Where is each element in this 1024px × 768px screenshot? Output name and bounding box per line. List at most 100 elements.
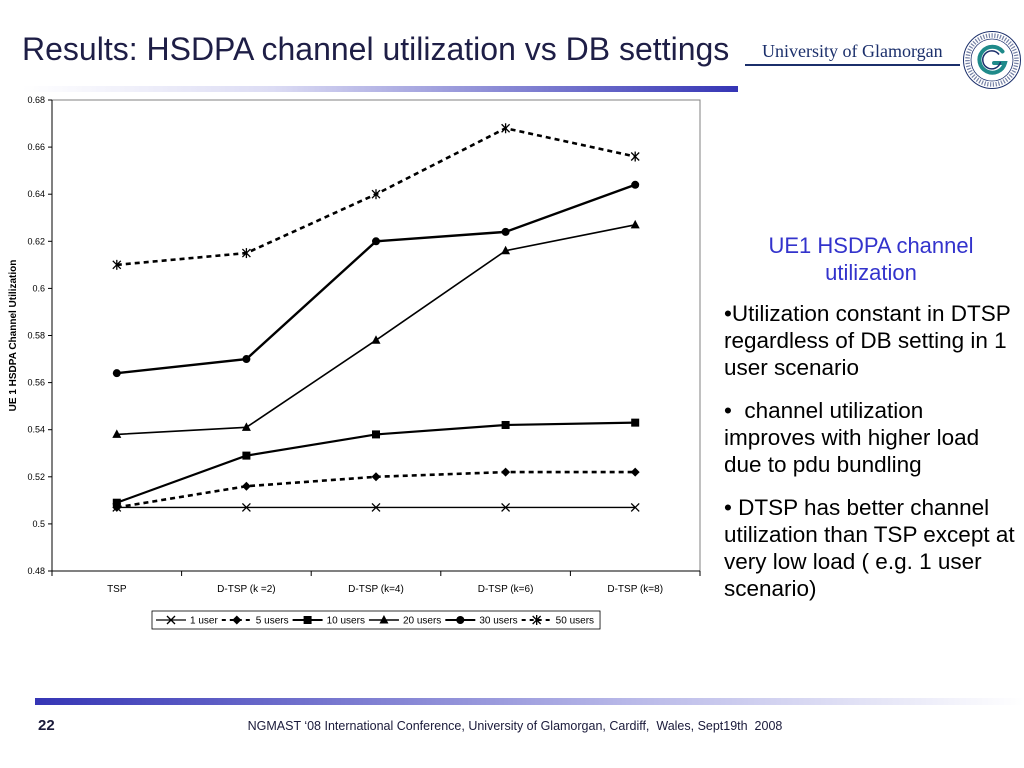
data-point-20-users-4 <box>501 245 511 255</box>
emblem-outer-ring <box>963 31 1021 89</box>
notes-panel: UE1 HSDPA channel utilization •Utilizati… <box>724 232 1018 602</box>
legend-label-10-users: 10 users <box>327 616 365 627</box>
title-underline <box>22 86 738 92</box>
data-point-10-users-4 <box>501 420 510 429</box>
y-tick-label: 0.52 <box>27 472 45 482</box>
legend-marker-30-users-shape <box>456 616 465 624</box>
legend-marker-5-users <box>232 615 242 625</box>
data-point-10-users-1-shape <box>112 498 121 507</box>
legend-marker-5-users-shape <box>232 615 242 625</box>
y-axis-title: UE 1 HSDPA Channel Utilization <box>8 260 19 412</box>
data-point-10-users-3 <box>372 430 380 439</box>
bullet-item: •Utilization constant in DTSP regardless… <box>724 300 1017 380</box>
legend-label-50-users: 50 users <box>556 616 594 627</box>
data-point-5-users-4 <box>501 467 511 477</box>
data-point-1-user-4-stroke <box>501 502 511 512</box>
data-point-20-users-5 <box>630 219 640 229</box>
y-tick-label: 0.5 <box>32 519 45 529</box>
data-point-50-users-5 <box>630 151 640 162</box>
series-20-users <box>112 219 640 438</box>
data-point-20-users-3 <box>371 335 381 344</box>
data-point-1-user-2-stroke <box>241 502 251 512</box>
data-point-20-users-5-shape <box>630 219 640 229</box>
data-point-20-users-1 <box>112 429 122 438</box>
legend-item-30-users: 30 users <box>445 616 518 627</box>
page-number: 22 <box>38 717 55 734</box>
data-point-5-users-3 <box>371 472 381 482</box>
data-point-5-users-4-shape <box>501 467 511 477</box>
data-point-50-users-4 <box>501 123 511 134</box>
data-point-5-users-5-shape <box>630 467 640 477</box>
y-tick-label: 0.56 <box>27 378 45 388</box>
data-point-10-users-4-shape <box>501 420 510 429</box>
data-point-50-users-1 <box>112 259 122 270</box>
x-tick-label: D-TSP (k =2) <box>217 584 275 595</box>
legend-marker-10-users-shape <box>303 616 312 624</box>
data-point-10-users-5 <box>631 418 640 427</box>
data-point-30-users-3 <box>372 237 380 246</box>
data-point-20-users-3-shape <box>371 335 381 344</box>
data-point-5-users-2 <box>241 481 251 491</box>
data-point-1-user-3 <box>371 502 381 512</box>
legend-item-20-users: 20 users <box>368 615 441 627</box>
data-point-30-users-3-shape <box>372 237 380 246</box>
footer-text: NGMAST ‘08 International Conference, Uni… <box>247 719 783 733</box>
data-point-30-users-4-shape <box>501 227 510 236</box>
legend-item-5-users: 5 users <box>221 615 289 627</box>
legend-item-1-user: 1 user <box>156 616 218 627</box>
series-50-users <box>112 123 640 270</box>
legend-marker-20-users <box>379 615 389 624</box>
data-point-20-users-2-shape <box>241 422 251 431</box>
data-point-30-users-5 <box>631 180 640 189</box>
y-tick-label: 0.48 <box>27 566 45 576</box>
data-point-10-users-2-shape <box>242 451 251 460</box>
data-point-5-users-5 <box>630 467 640 477</box>
data-point-10-users-2 <box>242 451 251 460</box>
data-point-1-user-5 <box>630 502 640 512</box>
y-tick-label: 0.66 <box>27 142 45 152</box>
data-point-30-users-2-shape <box>242 355 251 364</box>
data-point-30-users-1-shape <box>112 369 121 378</box>
bullet-item: • channel utilization improves with high… <box>724 397 986 477</box>
notes-heading: UE1 HSDPA channel utilization <box>768 233 974 285</box>
series-5-users <box>112 467 640 512</box>
y-tick-label: 0.58 <box>27 331 45 341</box>
data-point-1-user-2 <box>241 502 251 512</box>
data-point-30-users-1 <box>112 369 121 378</box>
data-point-5-users-3-shape <box>371 472 381 482</box>
legend-item-50-users: 50 users <box>521 615 594 627</box>
emblem-g-mark <box>977 44 1008 75</box>
y-tick-label: 0.54 <box>27 425 45 435</box>
legend-marker-30-users <box>456 616 465 624</box>
data-point-30-users-5-shape <box>631 180 640 189</box>
slide-title: Results: HSDPA channel utilization vs DB… <box>22 31 730 67</box>
data-point-1-user-5-stroke <box>630 502 640 512</box>
legend-marker-50-users <box>532 615 542 625</box>
legend-marker-20-users-shape <box>379 615 389 624</box>
data-point-10-users-3-shape <box>372 430 380 439</box>
legend: 1 user 5 users 10 users 20 users 30 users 50 … <box>151 610 601 630</box>
x-tick-label: D-TSP (k=6) <box>478 584 534 595</box>
data-point-20-users-1-shape <box>112 429 122 438</box>
logo-text: University of Glamorgan <box>762 41 943 61</box>
data-point-5-users-2-shape <box>241 481 251 491</box>
y-tick-label: 0.68 <box>27 95 45 105</box>
data-point-20-users-2 <box>241 422 251 431</box>
bullet-item: • DTSP has better channel utilization th… <box>724 494 1021 601</box>
legend-marker-10-users <box>303 616 312 624</box>
legend-label-1-user: 1 user <box>190 616 218 627</box>
data-point-30-users-4 <box>501 227 510 236</box>
data-point-10-users-1 <box>112 498 121 507</box>
y-tick-label: 0.6 <box>32 283 45 293</box>
legend-marker-1-user <box>166 615 176 625</box>
data-point-30-users-2 <box>242 355 251 364</box>
university-logo: University of Glamorgan <box>738 0 1024 118</box>
data-point-50-users-2 <box>241 248 251 259</box>
series-10-users <box>112 418 640 507</box>
footer-rule <box>35 698 1024 705</box>
data-point-1-user-4 <box>501 502 511 512</box>
logo-underline <box>745 64 960 66</box>
legend-marker-1-user-stroke <box>166 615 176 625</box>
emblem-g-inner <box>982 50 1002 70</box>
x-tick-label: D-TSP (k=8) <box>607 584 663 595</box>
